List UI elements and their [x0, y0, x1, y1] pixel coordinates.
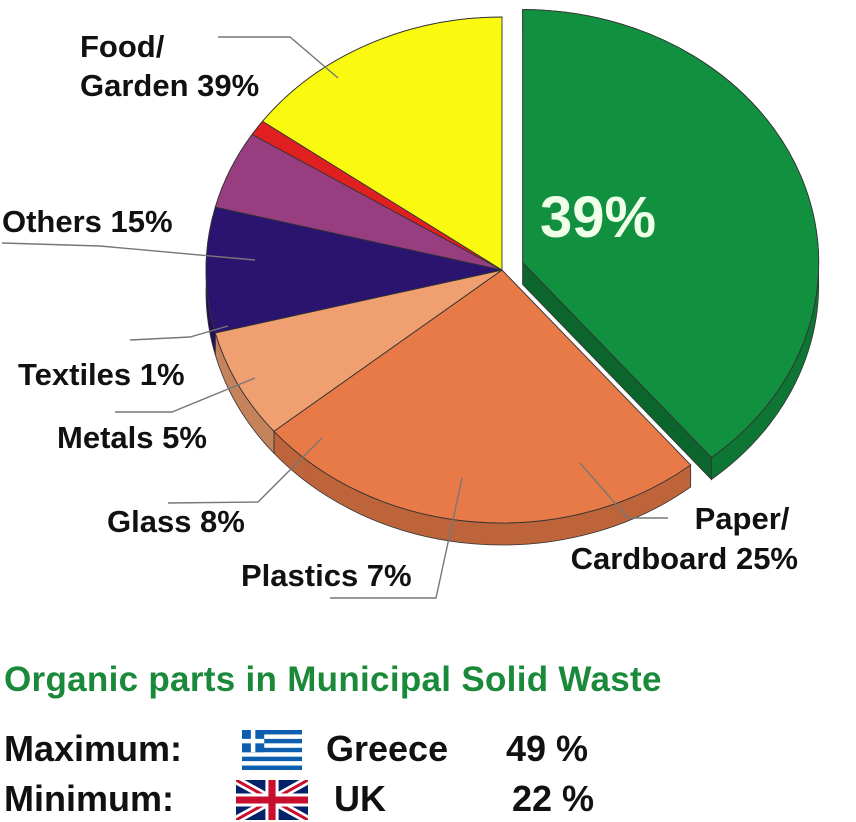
- leader-line-food: [218, 36, 339, 79]
- minimum-row: Minimum: UK 22 %: [4, 778, 844, 822]
- leader-line-plastics: [330, 477, 463, 599]
- slice-label-textiles: Textiles 1%: [18, 357, 185, 392]
- slice-label-metals: Metals 5%: [57, 420, 207, 455]
- maximum-country: Greece: [326, 728, 449, 769]
- pie-slice-0: [522, 9, 820, 459]
- minimum-value: 22 %: [512, 778, 595, 819]
- pie-slice-6: [261, 16, 503, 271]
- minimum-country: UK: [334, 778, 386, 819]
- minimum-label: Minimum:: [4, 778, 174, 819]
- leader-line-glass: [167, 437, 323, 504]
- slice-label-plastics: Plastics 7%: [241, 558, 412, 593]
- slice-label-paper: Paper/ Cardboard 25%: [571, 501, 798, 576]
- leader-line-others: [1, 242, 256, 261]
- pie-slice-3: [205, 206, 503, 334]
- leader-line-metals: [115, 377, 256, 413]
- leader-line-paper: [579, 462, 668, 519]
- greece-flag-icon: [242, 730, 302, 770]
- maximum-row: Maximum: Greece 49 %: [4, 728, 844, 772]
- slice-label-food: Food/ Garden 39%: [80, 29, 259, 103]
- leader-lines: [1, 36, 668, 599]
- maximum-value: 49 %: [506, 728, 589, 769]
- chart-title: Organic parts in Municipal Solid Waste: [4, 660, 662, 699]
- slice-label-others: Others 15%: [2, 204, 173, 239]
- slice-label-glass: Glass 8%: [107, 504, 245, 539]
- pie-slices: [205, 9, 820, 546]
- pie-chart: Food/ Garden 39% Others 15% Textiles 1% …: [1, 9, 820, 599]
- pie-slice-1: [273, 269, 692, 524]
- highlight-value: 39%: [540, 185, 656, 250]
- maximum-label: Maximum:: [4, 728, 183, 769]
- leader-line-textiles: [129, 325, 229, 341]
- uk-flag-icon: [236, 780, 308, 820]
